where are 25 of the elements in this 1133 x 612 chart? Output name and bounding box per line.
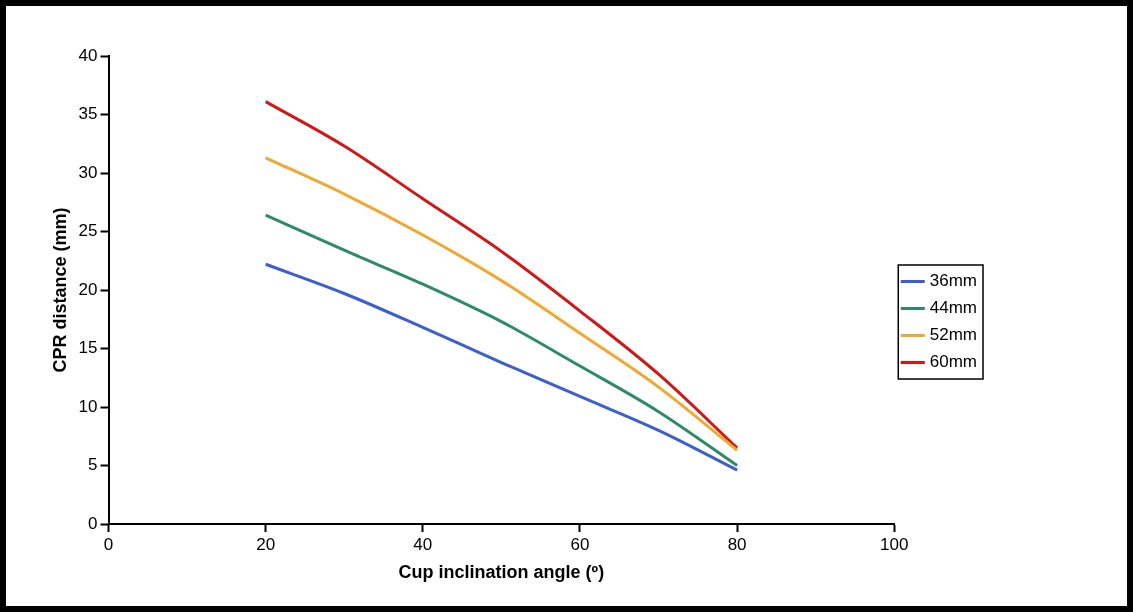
- legend-label: 52mm: [929, 325, 977, 345]
- y-axis-title: CPR distance (mm): [49, 207, 70, 373]
- x-tick-label: 60: [570, 534, 590, 554]
- line-series: [264, 156, 739, 452]
- line-series: [264, 262, 739, 472]
- x-tick-label: 80: [727, 534, 747, 554]
- y-tick-label: 15: [78, 338, 98, 358]
- y-tick-label: 5: [88, 455, 98, 475]
- y-tick-label: 0: [88, 513, 98, 533]
- x-tick-label: 0: [103, 534, 114, 554]
- legend-label: 44mm: [929, 298, 977, 318]
- y-tick-label: 25: [78, 221, 98, 241]
- line-series: [264, 100, 739, 450]
- y-tick-label: 40: [78, 45, 98, 65]
- y-tick-label: 20: [78, 279, 98, 299]
- x-tick-label: 20: [256, 534, 276, 554]
- x-tick-label: 100: [880, 534, 909, 554]
- line-series: [264, 213, 739, 467]
- legend-label: 36mm: [929, 271, 977, 291]
- y-tick-label: 30: [78, 162, 98, 182]
- x-axis-title: Cup inclination angle (º): [398, 562, 605, 583]
- legend-label: 60mm: [929, 352, 977, 372]
- y-tick-label: 35: [78, 104, 98, 124]
- x-tick-label: 40: [413, 534, 433, 554]
- y-tick-label: 10: [78, 396, 98, 416]
